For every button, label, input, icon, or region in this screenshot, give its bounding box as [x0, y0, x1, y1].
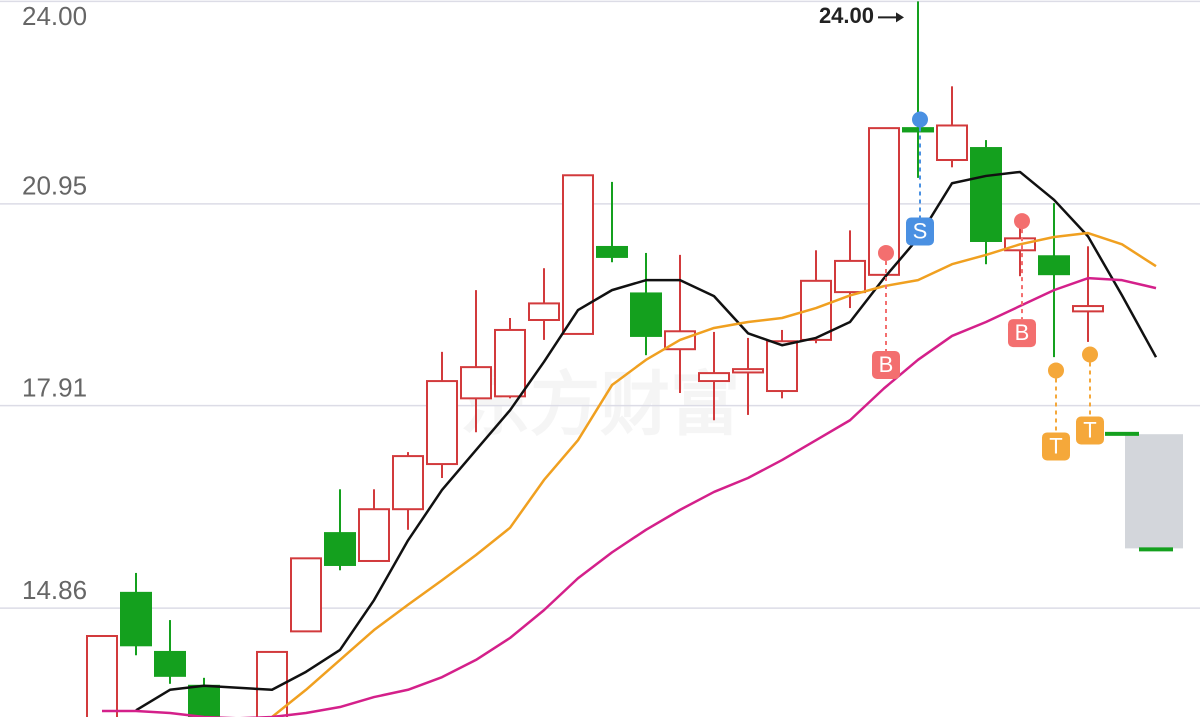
y-tick-label: 20.95: [22, 171, 87, 201]
candle-body: [766, 340, 798, 393]
candle-body: [596, 245, 628, 258]
signal-tag: [1042, 432, 1070, 461]
candle-body: [460, 366, 492, 400]
candle-body: [1072, 305, 1104, 313]
candle-body: [1105, 431, 1139, 436]
signal-dot: [1048, 362, 1064, 379]
candle-body: [1038, 255, 1070, 276]
candle-body: [86, 635, 118, 717]
ma-line: [102, 276, 1157, 717]
candle-body: [358, 508, 390, 562]
candle-body: [528, 302, 560, 321]
candle-body: [120, 591, 152, 647]
candle-body: [154, 650, 186, 677]
candle-body: [562, 174, 594, 335]
y-tick-label: 14.86: [22, 575, 87, 605]
signal-tag: [1008, 319, 1036, 348]
signal-tag: [1076, 416, 1104, 445]
candle-body: [902, 127, 934, 133]
signal-dot: [1082, 346, 1098, 363]
candle-body: [630, 292, 662, 337]
signal-label: T: [1049, 433, 1062, 458]
signal-label: B: [1015, 320, 1030, 345]
candle-body: [970, 147, 1002, 242]
candle-body: [392, 455, 424, 511]
signal-dot: [878, 244, 894, 261]
signal-tag: [906, 217, 934, 246]
candle-body: [834, 259, 866, 294]
candle-body: [290, 557, 322, 633]
ma-line: [135, 170, 1158, 712]
signal-label: T: [1083, 417, 1096, 442]
candle-body: [698, 372, 730, 383]
candle-body: [732, 368, 764, 374]
max-label: 24.00: [819, 3, 874, 28]
ma-line: [271, 231, 1157, 717]
signal-dot: [912, 111, 928, 128]
max-arrow-head: [896, 12, 904, 23]
candle-body: [1139, 547, 1173, 552]
signal-tag: [872, 350, 900, 379]
signal-dot: [1014, 213, 1030, 230]
signal-label: S: [913, 218, 928, 243]
y-tick-label: 24.00: [22, 1, 87, 31]
signal-label: B: [879, 352, 894, 377]
candle-body: [936, 124, 968, 161]
candle-body: [494, 328, 526, 398]
candle-body: [426, 380, 458, 466]
candle-body: [188, 684, 220, 717]
candle-body: [800, 279, 832, 341]
candle-body: [324, 532, 356, 566]
forecast-range: [1125, 434, 1183, 549]
y-tick-label: 17.91: [22, 373, 87, 403]
